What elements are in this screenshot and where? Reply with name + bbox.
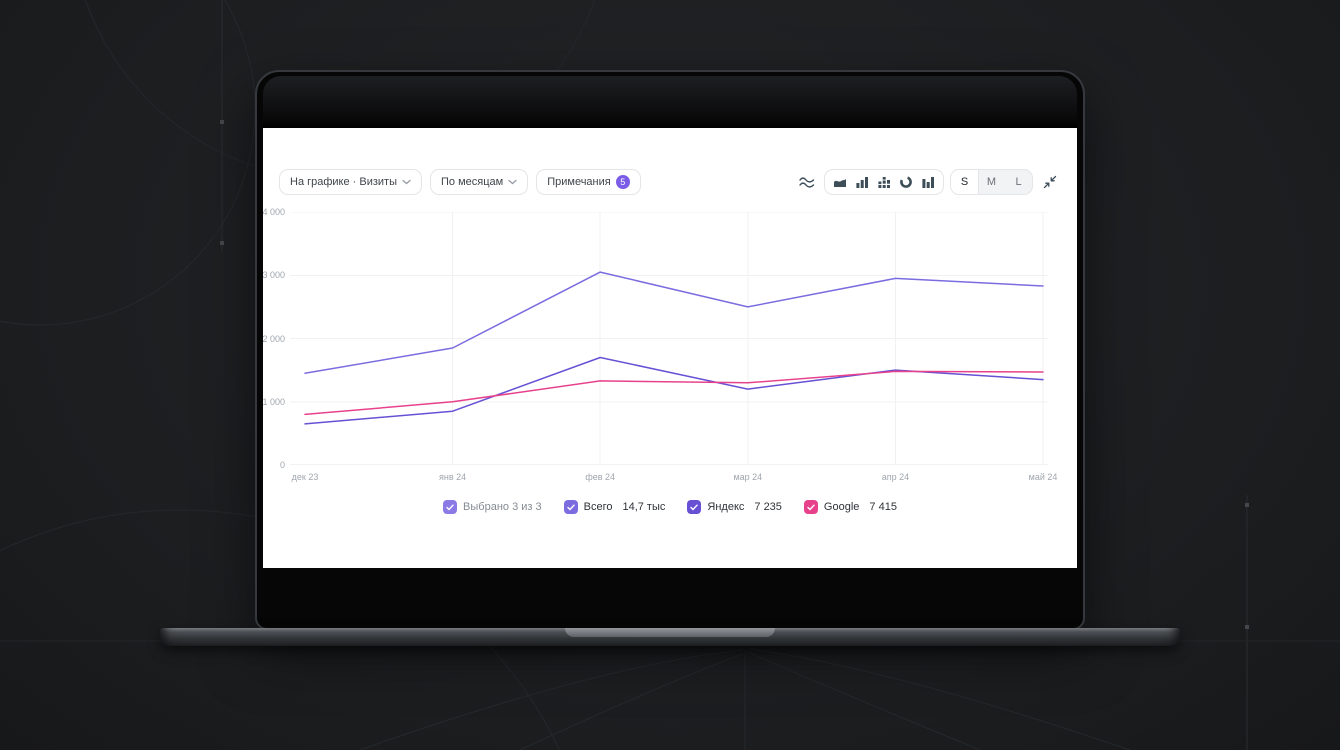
check-icon	[807, 504, 815, 511]
legend-select-all-label: Выбрано 3 из 3	[463, 501, 542, 513]
laptop-screen: На графике · Визиты По месяцам Примечани…	[255, 70, 1085, 630]
chart-type-stacked-bars-icon[interactable]	[873, 171, 895, 193]
legend-item-yandex[interactable]: Яндекс 7 235	[687, 500, 782, 514]
notes-button[interactable]: Примечания 5	[536, 169, 641, 195]
checkbox[interactable]	[803, 500, 818, 514]
check-icon	[690, 504, 699, 511]
checkbox[interactable]	[563, 500, 578, 514]
notes-button-label: Примечания	[547, 176, 611, 188]
chart-type-switcher	[824, 169, 944, 195]
x-tick-label: май 24	[1028, 472, 1058, 482]
y-tick-label: 1 000	[263, 396, 285, 407]
x-tick-label: янв 24	[439, 472, 467, 482]
analytics-dashboard: На графике · Визиты По месяцам Примечани…	[263, 128, 1077, 568]
chevron-down-icon	[402, 179, 411, 185]
chart-type-bars-icon[interactable]	[851, 171, 873, 193]
chart-controls: S M L	[796, 169, 1061, 195]
size-button-l[interactable]: L	[1005, 170, 1032, 194]
chart-type-area-icon[interactable]	[829, 171, 851, 193]
metric-dropdown[interactable]: На графике · Визиты	[279, 169, 423, 195]
legend-item-value: 14,7 тыс	[622, 501, 666, 513]
y-tick-label: 2 000	[263, 333, 285, 344]
screen-top-bezel	[263, 76, 1077, 128]
size-button-s[interactable]: S	[951, 170, 978, 194]
chart-type-columns-icon[interactable]	[917, 171, 939, 193]
laptop-base-notch	[565, 628, 775, 637]
legend-item-label: Всего	[583, 501, 613, 513]
legend-item-value: 7 415	[869, 501, 897, 513]
line-chart[interactable]	[290, 211, 1048, 466]
period-dropdown-label: По месяцам	[441, 176, 504, 188]
chart-type-pie-icon[interactable]	[895, 171, 917, 193]
size-button-m[interactable]: M	[978, 170, 1005, 194]
legend-item-total[interactable]: Всего 14,7 тыс	[563, 500, 666, 514]
checkbox[interactable]	[443, 500, 458, 514]
chart-smoothing-icon[interactable]	[796, 171, 818, 193]
chart-toolbar: На графике · Визиты По месяцам Примечани…	[263, 168, 1077, 196]
y-tick-label: 0	[279, 460, 285, 470]
y-tick-label: 3 000	[263, 270, 285, 281]
legend-select-all[interactable]: Выбрано 3 из 3	[443, 500, 542, 514]
metric-dropdown-label: На графике · Визиты	[290, 176, 398, 188]
chart-size-switcher: S M L	[950, 169, 1033, 195]
checkbox[interactable]	[687, 500, 702, 514]
legend-item-label: Яндекс	[707, 501, 745, 513]
collapse-icon[interactable]	[1039, 171, 1061, 193]
x-tick-label: мар 24	[733, 472, 763, 482]
x-tick-label: апр 24	[881, 472, 910, 482]
legend-item-value: 7 235	[754, 501, 782, 513]
chart-legend: Выбрано 3 из 3 Всего 14,7 тыс Яндекс	[263, 500, 1077, 514]
laptop-base	[160, 628, 1180, 646]
legend-item-label: Google	[823, 501, 860, 513]
period-dropdown[interactable]: По месяцам	[430, 169, 529, 195]
check-icon	[566, 504, 575, 511]
check-icon	[446, 504, 454, 511]
y-tick-label: 4 000	[263, 207, 285, 217]
y-axis-labels: 4 000 3 000 2 000 1 000 0	[263, 207, 286, 470]
chevron-down-icon	[508, 179, 517, 185]
legend-item-google[interactable]: Google 7 415	[803, 500, 897, 514]
notes-count-badge: 5	[615, 175, 630, 189]
x-axis-labels: дек 23 янв 24 фев 24 мар 24 апр 24 май 24	[290, 472, 1058, 484]
x-tick-label: фев 24	[585, 472, 616, 482]
x-tick-label: дек 23	[291, 472, 319, 482]
